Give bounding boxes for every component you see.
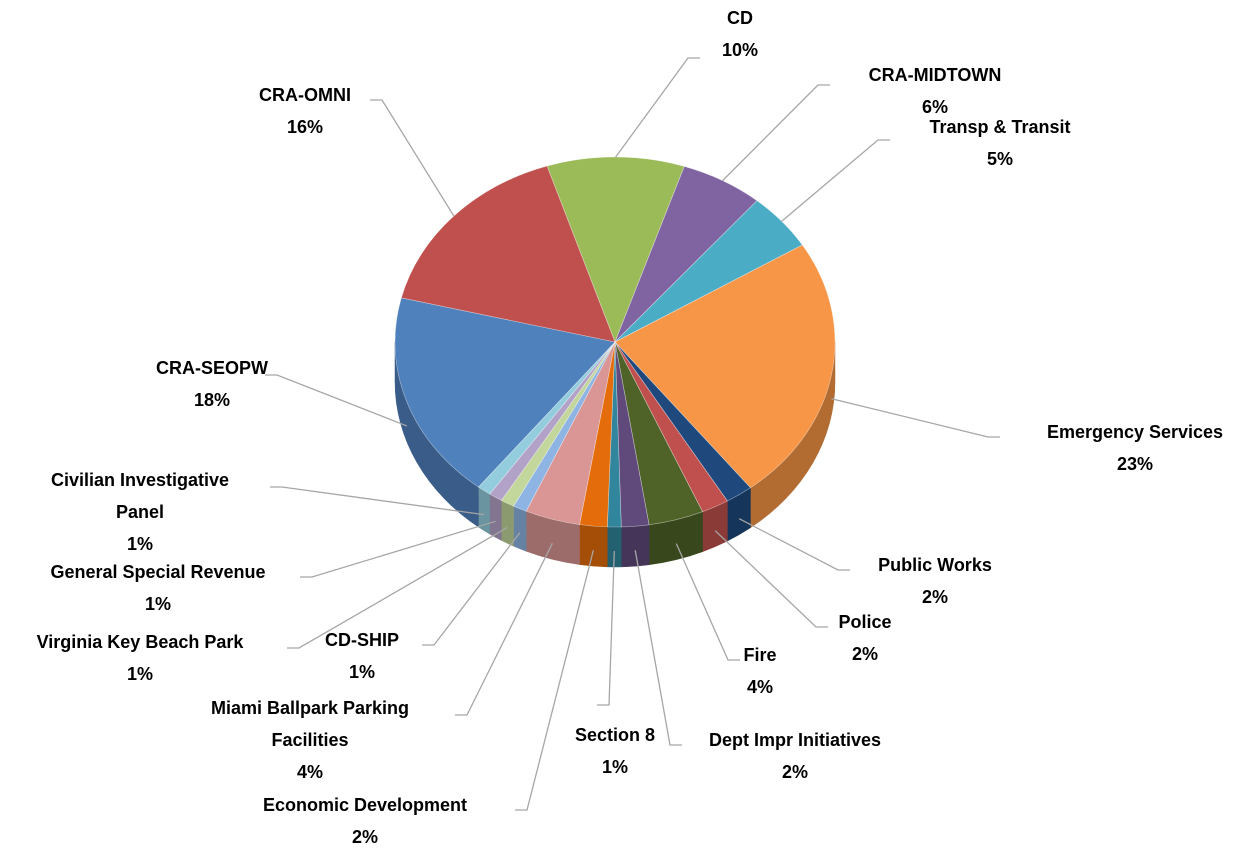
data-label: CD 10% bbox=[580, 2, 900, 66]
leader-line bbox=[370, 99, 455, 217]
leader-line bbox=[714, 530, 828, 628]
data-label: CD-SHIP 1% bbox=[202, 624, 522, 688]
leader-line bbox=[515, 549, 595, 811]
slice-side bbox=[579, 524, 608, 568]
slice bbox=[546, 156, 685, 343]
leader-line bbox=[300, 520, 496, 578]
category-label: Economic Development bbox=[262, 795, 468, 815]
leader-line bbox=[831, 398, 1000, 438]
category-label: Virginia Key Beach Park bbox=[36, 632, 244, 652]
leader-line bbox=[287, 526, 508, 649]
leader-line bbox=[781, 139, 890, 222]
category-label: Civilian Investigative Panel bbox=[50, 470, 230, 522]
value-label: 23% bbox=[1116, 454, 1154, 474]
data-label: Fire 4% bbox=[600, 639, 920, 703]
value-label: 2% bbox=[351, 827, 378, 847]
category-label: CRA-OMNI bbox=[259, 85, 351, 105]
leader-line bbox=[738, 518, 850, 571]
value-label: 1% bbox=[601, 757, 628, 777]
leader-line bbox=[615, 57, 700, 158]
slice bbox=[400, 165, 616, 343]
value-label: 4% bbox=[746, 677, 773, 697]
category-label: Miami Ballpark Parking Facilities bbox=[210, 698, 410, 750]
leader-line bbox=[455, 543, 553, 716]
slice-side bbox=[621, 524, 650, 568]
category-label: CD-SHIP bbox=[324, 630, 399, 650]
slice bbox=[614, 244, 836, 489]
category-label: CRA-MIDTOWN bbox=[868, 65, 1002, 85]
category-label: Transp & Transit bbox=[929, 117, 1071, 137]
value-label: 2% bbox=[781, 762, 808, 782]
leader-line bbox=[422, 532, 521, 646]
leader-line bbox=[270, 486, 485, 516]
slice-side bbox=[513, 505, 527, 552]
category-label: Emergency Services bbox=[1046, 422, 1224, 442]
leader-line bbox=[634, 550, 682, 746]
data-label: Police 2% bbox=[705, 606, 1025, 670]
leader-line bbox=[597, 550, 615, 706]
value-label: 5% bbox=[986, 149, 1013, 169]
value-label: 1% bbox=[126, 664, 153, 684]
value-label: 16% bbox=[286, 117, 324, 137]
category-label: Public Works bbox=[878, 555, 992, 575]
data-label: Dept Impr Initiatives 2% bbox=[635, 724, 955, 788]
value-label: 18% bbox=[193, 390, 231, 410]
data-label: CRA-SEOPW 18% bbox=[52, 352, 372, 416]
data-label: CRA-MIDTOWN 6% bbox=[775, 59, 1095, 123]
data-label: Section 8 1% bbox=[455, 719, 775, 783]
data-label: Emergency Services 23% bbox=[975, 416, 1243, 480]
data-label: Miami Ballpark Parking Facilities 4% bbox=[190, 692, 430, 788]
category-label: Section 8 bbox=[574, 725, 656, 745]
data-label: Economic Development 2% bbox=[205, 789, 525, 850]
category-label: Fire bbox=[743, 645, 777, 665]
category-label: Dept Impr Initiatives bbox=[708, 730, 882, 750]
data-label: General Special Revenue 1% bbox=[0, 556, 318, 620]
value-label: 1% bbox=[126, 534, 153, 554]
data-label: CRA-OMNI 16% bbox=[145, 79, 465, 143]
category-label: General Special Revenue bbox=[50, 562, 266, 582]
value-label: 2% bbox=[921, 587, 948, 607]
data-label: Virginia Key Beach Park 1% bbox=[0, 626, 300, 690]
value-label: 2% bbox=[851, 644, 878, 664]
slice-side bbox=[478, 486, 490, 535]
value-label: 1% bbox=[144, 594, 171, 614]
slice bbox=[394, 297, 616, 488]
slice-side bbox=[501, 500, 514, 547]
value-label: 6% bbox=[921, 97, 948, 117]
category-label: CD bbox=[727, 8, 753, 28]
data-label: Public Works 2% bbox=[775, 549, 1095, 613]
value-label: 4% bbox=[296, 762, 323, 782]
slice-side bbox=[489, 493, 502, 541]
data-label: Civilian Investigative Panel 1% bbox=[30, 464, 250, 560]
data-label: Transp & Transit 5% bbox=[840, 111, 1160, 175]
leader-line bbox=[722, 84, 830, 182]
leader-line bbox=[675, 543, 740, 661]
leader-line bbox=[265, 374, 408, 427]
value-label: 10% bbox=[721, 40, 759, 60]
value-label: 1% bbox=[348, 662, 375, 682]
category-label: CRA-SEOPW bbox=[156, 358, 268, 378]
category-label: Police bbox=[838, 612, 892, 632]
